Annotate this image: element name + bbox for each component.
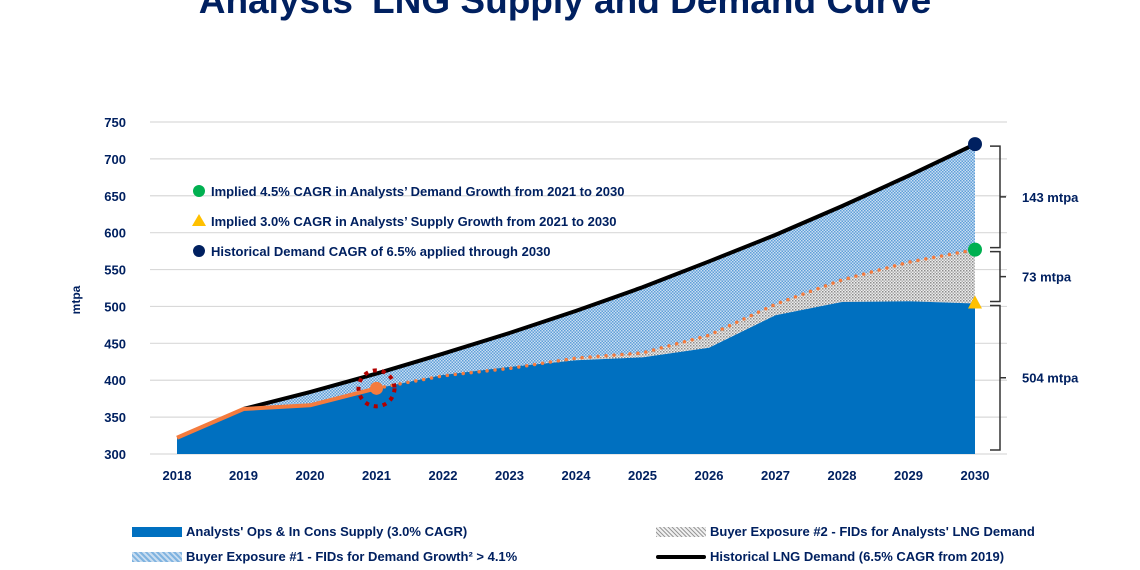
legend-supply: Analysts' Ops & In Cons Supply (3.0% CAG… bbox=[132, 524, 467, 539]
y-tick-label: 450 bbox=[104, 336, 126, 351]
x-tick-label: 2020 bbox=[296, 468, 325, 483]
triangle-icon bbox=[192, 214, 206, 226]
line-analysts-demand-forecast bbox=[374, 247, 977, 391]
x-tick-label: 2029 bbox=[894, 468, 923, 483]
x-tick-label: 2022 bbox=[429, 468, 458, 483]
marker-2021 bbox=[370, 381, 383, 395]
bracket-label: 143 mtpa bbox=[1022, 190, 1079, 205]
legend-label: Historical LNG Demand (6.5% CAGR from 20… bbox=[710, 549, 1005, 564]
x-tick-label: 2028 bbox=[828, 468, 857, 483]
circle-icon bbox=[193, 245, 205, 257]
x-tick-label: 2021 bbox=[362, 468, 391, 483]
legend-label: Analysts' Ops & In Cons Supply (3.0% CAG… bbox=[186, 524, 468, 539]
area-buyer-exposure-1 bbox=[243, 144, 975, 409]
bracket-label: 504 mtpa bbox=[1022, 371, 1079, 386]
y-tick-label: 300 bbox=[104, 447, 126, 462]
legend-label: Buyer Exposure #2 - FIDs for Analysts' L… bbox=[710, 524, 1035, 539]
bracket-label: 73 mtpa bbox=[1022, 270, 1072, 285]
y-tick-label: 500 bbox=[104, 299, 126, 314]
y-tick-label: 550 bbox=[104, 263, 126, 278]
legend-historical: Historical LNG Demand (6.5% CAGR from 20… bbox=[656, 549, 1004, 564]
chart-title-text: Analysts' LNG Supply and Demand Curve bbox=[198, 0, 932, 21]
x-tick-label: 2027 bbox=[761, 468, 790, 483]
title-footnote: 1 bbox=[931, 0, 941, 4]
marker-historical-2030 bbox=[968, 137, 982, 152]
marker-demand-2030 bbox=[968, 242, 982, 257]
legend-exposure-1: Buyer Exposure #1 - FIDs for Demand Grow… bbox=[132, 549, 517, 564]
x-tick-label: 2024 bbox=[562, 468, 592, 483]
y-axis-label: mtpa bbox=[69, 285, 83, 314]
x-tick-label: 2026 bbox=[695, 468, 724, 483]
legend-swatch-exposure-1 bbox=[132, 551, 182, 562]
highlight-circle-2021 bbox=[356, 368, 397, 409]
x-tick-label: 2018 bbox=[163, 468, 192, 483]
annotation-text: Implied 3.0% CAGR in Analysts’ Supply Gr… bbox=[211, 214, 617, 229]
area-buyer-exposure-2 bbox=[376, 249, 975, 389]
y-tick-label: 650 bbox=[104, 189, 126, 204]
chart-title: Analysts' LNG Supply and Demand Curve1 bbox=[0, 0, 1140, 22]
y-tick-label: 600 bbox=[104, 226, 126, 241]
x-tick-label: 2019 bbox=[229, 468, 258, 483]
circle-icon bbox=[193, 185, 205, 197]
y-tick-label: 400 bbox=[104, 373, 126, 388]
y-tick-label: 350 bbox=[104, 410, 126, 425]
line-historical-demand bbox=[243, 142, 976, 411]
x-tick-label: 2030 bbox=[961, 468, 990, 483]
legend-exposure-2: Buyer Exposure #2 - FIDs for Analysts' L… bbox=[656, 524, 1035, 539]
bracket bbox=[990, 145, 1006, 249]
annotation-text: Implied 4.5% CAGR in Analysts’ Demand Gr… bbox=[211, 184, 624, 199]
bracket bbox=[990, 250, 1006, 303]
y-tick-label: 750 bbox=[104, 115, 126, 130]
marker-supply-2030 bbox=[968, 295, 982, 309]
area-supply bbox=[177, 301, 975, 454]
legend-swatch-exposure-2 bbox=[656, 526, 706, 537]
line-analysts-demand-actual bbox=[176, 386, 377, 440]
legend-label: Buyer Exposure #1 - FIDs for Demand Grow… bbox=[186, 549, 518, 564]
legend-swatch-historical bbox=[656, 554, 706, 559]
annotation-text: Historical Demand CAGR of 6.5% applied t… bbox=[211, 244, 551, 259]
y-tick-label: 700 bbox=[104, 152, 126, 167]
legend-swatch-supply bbox=[132, 526, 182, 537]
x-tick-label: 2023 bbox=[495, 468, 524, 483]
x-tick-label: 2025 bbox=[628, 468, 657, 483]
bracket bbox=[990, 304, 1006, 451]
